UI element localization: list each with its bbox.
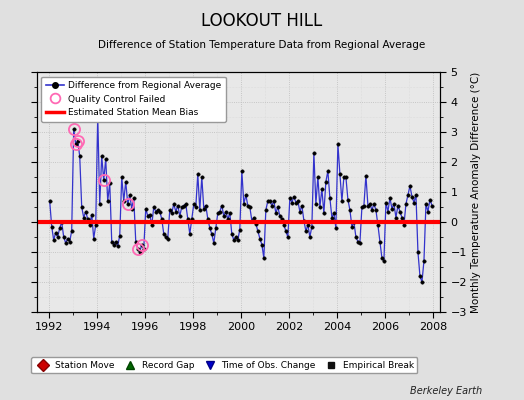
Legend: Difference from Regional Average, Quality Control Failed, Estimated Station Mean: Difference from Regional Average, Qualit…	[41, 76, 226, 122]
Text: LOOKOUT HILL: LOOKOUT HILL	[201, 12, 323, 30]
Legend: Station Move, Record Gap, Time of Obs. Change, Empirical Break: Station Move, Record Gap, Time of Obs. C…	[31, 357, 418, 374]
Y-axis label: Monthly Temperature Anomaly Difference (°C): Monthly Temperature Anomaly Difference (…	[471, 71, 481, 313]
Text: Berkeley Earth: Berkeley Earth	[410, 386, 482, 396]
Text: Difference of Station Temperature Data from Regional Average: Difference of Station Temperature Data f…	[99, 40, 425, 50]
